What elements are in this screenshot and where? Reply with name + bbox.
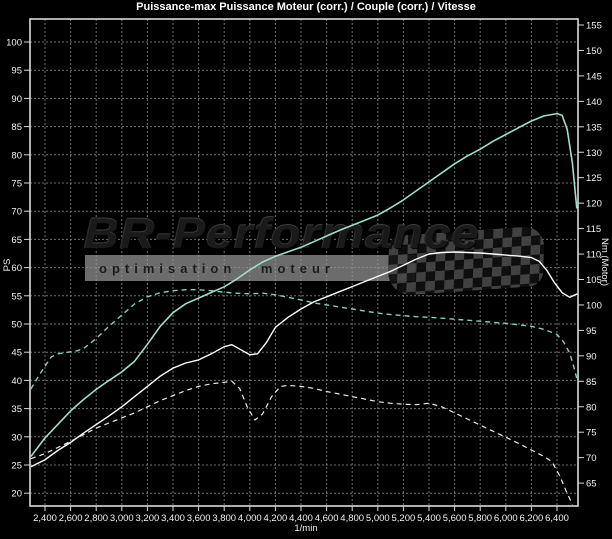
y-right-tick-label: 90: [586, 351, 597, 362]
x-tick-label: 4,400: [289, 513, 313, 524]
y-left-tick-label: 75: [11, 179, 22, 190]
y-left-tick-label: 45: [11, 348, 22, 359]
x-tick-label: 2,600: [59, 513, 83, 524]
y-left-tick-label: 90: [11, 94, 22, 105]
x-tick-label: 4,200: [264, 513, 288, 524]
x-tick-label: 2,400: [33, 513, 57, 524]
y-left-tick-label: 95: [11, 66, 22, 77]
y-right-tick-label: 155: [586, 21, 602, 32]
y-right-tick-label: 145: [586, 71, 602, 82]
y-right-tick-label: 115: [586, 224, 601, 235]
y-right-tick-label: 95: [586, 326, 597, 337]
y-axis-right-label: Nm (Motor): [599, 238, 610, 286]
x-tick-label: 5,400: [417, 513, 441, 524]
x-tick-label: 5,600: [443, 513, 467, 524]
y-right-tick-label: 105: [586, 275, 602, 286]
y-right-tick-label: 130: [586, 148, 602, 159]
y-left-tick-label: 60: [11, 263, 22, 274]
x-tick-label: 4,000: [238, 513, 262, 524]
x-tick-label: 6,400: [545, 513, 569, 524]
y-left-tick-label: 35: [11, 404, 22, 415]
x-tick-label: 3,400: [161, 513, 185, 524]
plot-border: [29, 18, 579, 507]
y-right-tick-label: 150: [586, 46, 602, 57]
x-tick-label: 2,800: [84, 513, 108, 524]
x-tick-label: 3,800: [212, 513, 236, 524]
y-right-tick-label: 75: [586, 428, 597, 439]
x-tick-label: 4,800: [340, 513, 364, 524]
y-left-tick-label: 70: [11, 207, 22, 218]
y-left-tick-label: 20: [11, 489, 22, 500]
y-right-tick-label: 125: [586, 173, 602, 184]
y-left-tick-label: 80: [11, 150, 22, 161]
chart-title: Puissance-max Puissance Moteur (corr.) /…: [136, 1, 476, 13]
y-axis-left-label: PS: [2, 259, 13, 272]
y-right-tick-label: 70: [586, 453, 597, 464]
x-tick-label: 3,200: [136, 513, 160, 524]
y-left-tick-label: 25: [11, 461, 22, 472]
x-tick-label: 5,000: [366, 513, 390, 524]
y-left-tick-label: 40: [11, 376, 22, 387]
y-left-tick-label: 85: [11, 122, 22, 133]
y-left-tick-label: 55: [11, 291, 22, 302]
x-tick-label: 5,200: [392, 513, 416, 524]
x-axis-unit-label: 1/min: [294, 523, 317, 534]
y-right-tick-label: 140: [586, 97, 602, 108]
x-tick-label: 6,000: [494, 513, 518, 524]
y-right-tick-label: 85: [586, 377, 597, 388]
y-left-tick-label: 50: [11, 320, 22, 331]
y-right-tick-label: 120: [586, 199, 602, 210]
x-tick-label: 3,600: [187, 513, 211, 524]
y-right-tick-label: 80: [586, 402, 597, 413]
y-left-tick-label: 65: [11, 235, 22, 246]
y-right-tick-label: 100: [586, 300, 602, 311]
y-left-tick-label: 30: [11, 432, 22, 443]
watermark-brand: BR-Performance: [84, 210, 480, 258]
y-left-tick-label: 100: [6, 38, 22, 49]
y-right-tick-label: 65: [586, 479, 597, 490]
x-tick-label: 4,600: [315, 513, 339, 524]
watermark-tagline: optimisation moteur: [99, 260, 335, 276]
x-tick-label: 3,000: [110, 513, 134, 524]
y-right-tick-label: 110: [586, 250, 601, 261]
x-tick-label: 5,800: [468, 513, 492, 524]
y-right-tick-label: 135: [586, 122, 602, 133]
x-tick-label: 6,200: [520, 513, 544, 524]
